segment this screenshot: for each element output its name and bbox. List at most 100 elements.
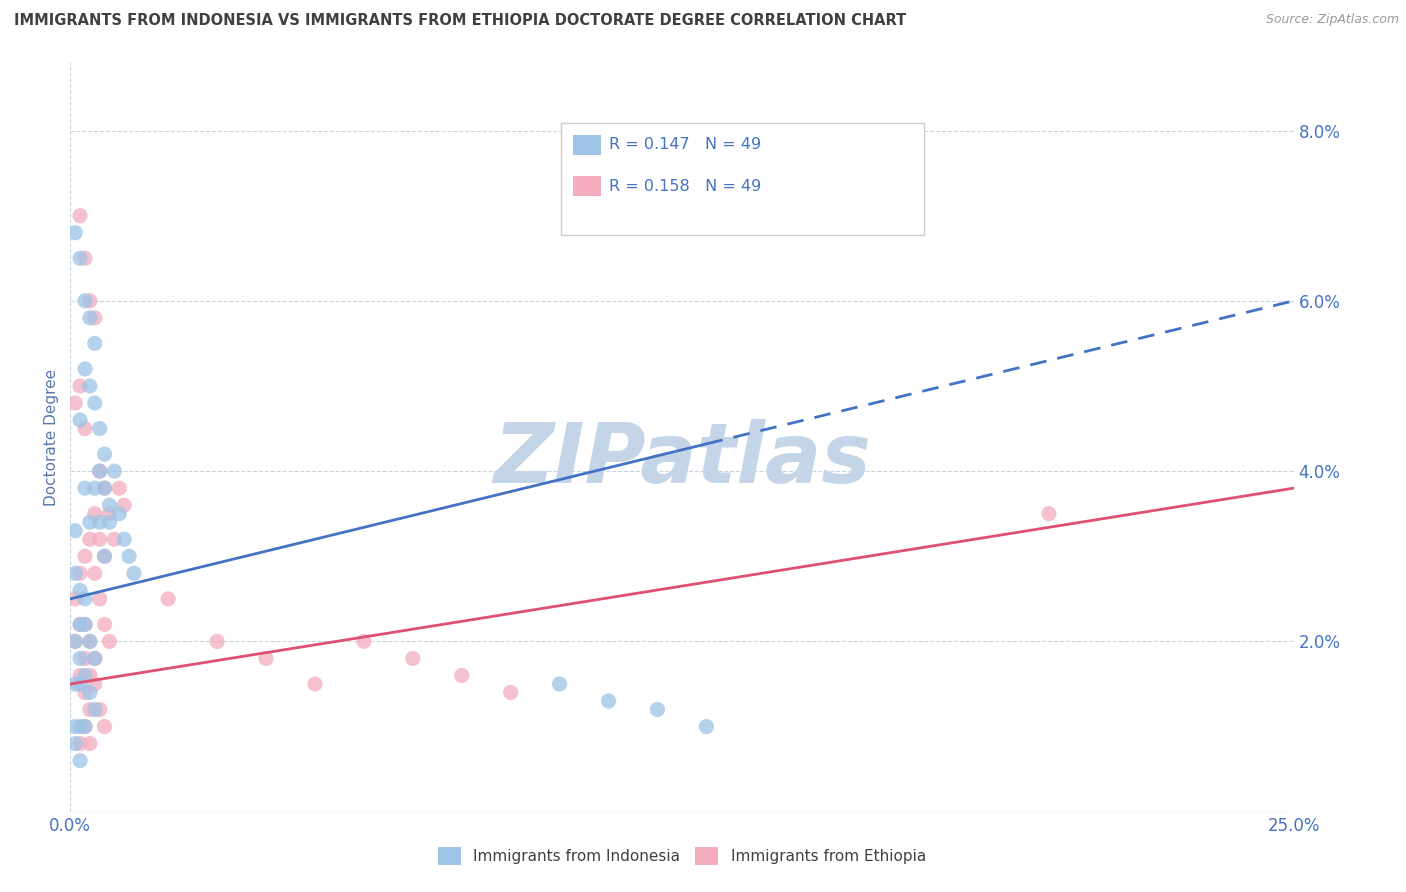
Point: [79, 310, 101, 325]
Point: [69, 252, 91, 266]
Point: [1038, 507, 1060, 521]
Point: [83, 481, 105, 495]
Point: [63, 737, 86, 751]
Point: [89, 515, 111, 529]
Point: [548, 677, 571, 691]
Point: [73, 549, 96, 564]
Point: [93, 447, 115, 461]
Point: [98, 498, 121, 512]
Y-axis label: Doctorate Degree: Doctorate Degree: [44, 368, 59, 506]
Point: [83, 651, 105, 665]
Point: [108, 481, 131, 495]
Point: [63, 634, 86, 648]
Point: [499, 685, 522, 699]
Point: [63, 720, 86, 734]
Point: [83, 310, 105, 325]
Point: [79, 702, 101, 716]
Point: [254, 651, 277, 665]
Point: [69, 651, 91, 665]
Point: [69, 677, 91, 691]
Point: [122, 566, 145, 581]
Point: [89, 464, 111, 478]
Point: [63, 634, 86, 648]
Point: [83, 677, 105, 691]
Point: [69, 720, 91, 734]
Point: [89, 464, 111, 478]
Point: [73, 720, 96, 734]
Point: [63, 524, 86, 538]
Point: [63, 591, 86, 606]
Point: [79, 685, 101, 699]
Point: [89, 533, 111, 547]
Point: [79, 293, 101, 308]
Legend: Immigrants from Indonesia, Immigrants from Ethiopia: Immigrants from Indonesia, Immigrants fr…: [432, 840, 932, 871]
Point: [63, 396, 86, 410]
Point: [63, 677, 86, 691]
Point: [89, 591, 111, 606]
Point: [73, 421, 96, 435]
Point: [79, 379, 101, 393]
Point: [73, 252, 96, 266]
Point: [73, 617, 96, 632]
Point: [103, 533, 125, 547]
Point: [647, 702, 669, 716]
Text: IMMIGRANTS FROM INDONESIA VS IMMIGRANTS FROM ETHIOPIA DOCTORATE DEGREE CORRELATI: IMMIGRANTS FROM INDONESIA VS IMMIGRANTS …: [14, 13, 907, 29]
Point: [157, 591, 180, 606]
Point: [79, 634, 101, 648]
Point: [402, 651, 425, 665]
Text: ZIPatlas: ZIPatlas: [494, 419, 870, 500]
Point: [69, 754, 91, 768]
Point: [89, 702, 111, 716]
Point: [93, 549, 115, 564]
Point: [93, 481, 115, 495]
Point: [69, 617, 91, 632]
Point: [83, 566, 105, 581]
Point: [98, 507, 121, 521]
Point: [73, 293, 96, 308]
Point: [83, 702, 105, 716]
Text: R = 0.147   N = 49: R = 0.147 N = 49: [609, 137, 762, 153]
Point: [69, 566, 91, 581]
Point: [112, 533, 135, 547]
Point: [695, 720, 717, 734]
Point: [73, 591, 96, 606]
Point: [112, 498, 135, 512]
Point: [93, 549, 115, 564]
Point: [73, 617, 96, 632]
Point: [98, 634, 121, 648]
Point: [93, 617, 115, 632]
Point: [63, 566, 86, 581]
Point: [73, 685, 96, 699]
Point: [83, 507, 105, 521]
Point: [79, 737, 101, 751]
Point: [304, 677, 326, 691]
Point: [118, 549, 141, 564]
Point: [598, 694, 620, 708]
Point: [98, 515, 121, 529]
Point: [89, 421, 111, 435]
Point: [69, 737, 91, 751]
Point: [79, 634, 101, 648]
Point: [79, 533, 101, 547]
Point: [79, 515, 101, 529]
Point: [69, 583, 91, 598]
Point: [205, 634, 228, 648]
Point: [69, 413, 91, 427]
Point: [69, 209, 91, 223]
Point: [450, 668, 472, 682]
Point: [93, 481, 115, 495]
Text: R = 0.158   N = 49: R = 0.158 N = 49: [609, 178, 762, 194]
Point: [353, 634, 375, 648]
Point: [83, 651, 105, 665]
Point: [73, 668, 96, 682]
Point: [83, 396, 105, 410]
Point: [69, 668, 91, 682]
Point: [79, 668, 101, 682]
Point: [83, 336, 105, 351]
Point: [108, 507, 131, 521]
Point: [103, 464, 125, 478]
Point: [69, 379, 91, 393]
Point: [73, 720, 96, 734]
Point: [69, 617, 91, 632]
Point: [73, 651, 96, 665]
